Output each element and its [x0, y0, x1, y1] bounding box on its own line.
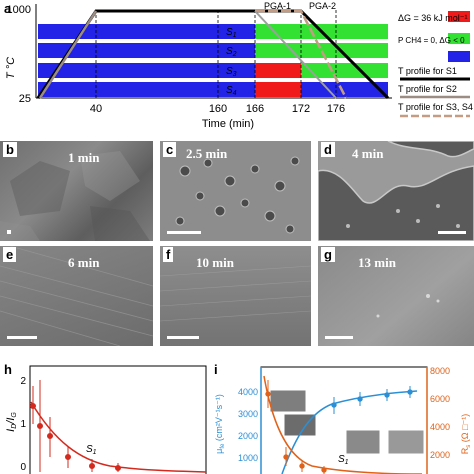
stripe-s2-blue [38, 43, 255, 58]
stripe-s1-blue [38, 24, 255, 39]
legend-line-s34-label: T profile for S3, S4 [398, 102, 473, 112]
panel-time-c: 2.5 min [186, 146, 228, 161]
y-tick-1000: 1000 [7, 4, 31, 16]
stripe-label-s1: S1 [226, 27, 237, 39]
panel-h-y-tick-0: 0 [20, 462, 26, 473]
panel-i-series-label: S1 [338, 454, 349, 466]
panel-i-letter: i [214, 362, 218, 377]
island-texture [175, 156, 300, 234]
panel-i-mobility-resistance-plot: i μfe (cm²V⁻¹s⁻¹) 4000 3000 2000 1000 80… [214, 362, 472, 474]
stripe-s2-green [255, 43, 388, 58]
panel-i-right-tick-2000: 2000 [430, 450, 450, 460]
panel-letter-f: f [163, 247, 174, 262]
panel-h-id-ig-plot: h ID/IG 2 1 0 S1 [4, 362, 207, 474]
legend-line-s2-label: T profile for S2 [398, 84, 457, 94]
stripe-s4-red [255, 82, 301, 97]
panel-letter-e: e [3, 247, 17, 262]
panel-time-g: 13 min [358, 255, 396, 270]
panel-i-inset-3 [345, 429, 381, 455]
panel-time-e: 6 min [68, 255, 100, 270]
panel-h-series-label: S1 [86, 444, 97, 456]
sem-panel-c: c 2.5 min [160, 141, 311, 241]
sem-panel-b: b 1 min [0, 141, 153, 241]
panel-i-inset-1 [269, 389, 307, 413]
stage-label-pga2: PGA-2 [309, 1, 336, 11]
coalesced-texture [318, 141, 474, 241]
panel-i-left-label: μfe (cm²V⁻¹s⁻¹) [214, 394, 226, 454]
panel-h-datapoints [30, 380, 121, 472]
panel-time-f: 10 min [196, 255, 234, 270]
stage-label-pga1: PGA-1 [264, 1, 291, 11]
x-tick-172: 172 [292, 103, 310, 115]
panel-letter-g: g [321, 247, 335, 262]
panel-i-mobility-points [331, 386, 413, 414]
sem-panel-e: e 6 min [0, 246, 153, 346]
legend-line-s1-label: T profile for S1 [398, 66, 457, 76]
grain-texture [0, 151, 150, 241]
panel-i-left-tick-3000: 3000 [238, 409, 258, 419]
panel-i-right-tick-8000: 8000 [430, 366, 450, 376]
stripe-s3-red [255, 63, 301, 78]
stripe-s4-blue [38, 82, 255, 97]
x-tick-166: 166 [246, 103, 264, 115]
panel-h-y-tick-1: 1 [20, 419, 26, 430]
panel-i-right-tick-6000: 6000 [430, 394, 450, 404]
legend-red-label: ΔG = 36 kJ mol⁻¹ [398, 13, 468, 23]
stripe-s4-blue-end [301, 82, 388, 97]
t-profile-s2 [38, 10, 98, 99]
legend-green-label: P CH4 = 0, ΔG < 0 [398, 36, 465, 45]
panel-i-right-tick-4000: 4000 [430, 422, 450, 432]
stripe-label-s2: S2 [226, 46, 237, 58]
x-tick-40: 40 [90, 103, 102, 115]
t-profile-s2b [254, 10, 337, 99]
panel-i-left-tick-4000: 4000 [238, 387, 258, 397]
ripple-texture [160, 265, 311, 322]
x-tick-160: 160 [209, 103, 227, 115]
stripe-label-s4: S4 [226, 85, 237, 97]
panel-i-inset-4 [387, 429, 425, 455]
sem-panel-f: f 10 min [160, 246, 311, 346]
panel-letter-d: d [321, 142, 335, 157]
y-tick-25: 25 [19, 93, 31, 105]
continuous-film-texture [376, 294, 440, 318]
panel-i-left-tick-2000: 2000 [238, 431, 258, 441]
panel-i-resistance-fit [263, 375, 423, 474]
scale-bar-c [167, 231, 201, 234]
panel-h-frame [29, 365, 207, 474]
x-axis-label: Time (min) [202, 118, 254, 130]
panel-a-letter: a [4, 1, 12, 16]
panel-letter-b: b [3, 142, 17, 157]
scale-bar-f [167, 336, 199, 339]
legend-blue-swatch [448, 51, 470, 62]
t-profile-s34 [255, 9, 348, 99]
scale-bar-b [7, 230, 11, 234]
y-axis-label-temperature: T °C [5, 57, 17, 79]
panel-i-right-label: Rs (Ω □⁻¹) [460, 414, 472, 454]
panel-h-y-label: ID/IG [5, 412, 18, 432]
panel-i-resistance-points [265, 380, 327, 474]
scale-bar-g [325, 336, 353, 339]
x-tick-176: 176 [327, 103, 345, 115]
sem-panel-g: g 13 min [318, 246, 474, 346]
panel-i-inset-2 [283, 413, 317, 437]
panel-h-y-tick-2: 2 [20, 376, 26, 387]
panel-a-growth-profile: a T °C 1000 25 S1 S2 S3 S4 PGA-1 PGA-2 4… [4, 1, 473, 130]
legend-red-swatch [448, 11, 470, 22]
stripe-label-s3: S3 [226, 66, 237, 78]
panel-h-letter: h [4, 362, 12, 377]
wrinkle-texture [0, 246, 153, 346]
stripe-s3-blue [38, 63, 255, 78]
panel-time-b: 1 min [68, 150, 100, 165]
sem-panel-d: d 4 min [318, 141, 474, 241]
legend-green-swatch [448, 33, 470, 44]
scale-bar-e [7, 336, 37, 339]
scale-bar-d [438, 231, 466, 234]
panel-letter-c: c [163, 142, 177, 157]
panel-i-left-tick-1000: 1000 [238, 453, 258, 463]
panel-time-d: 4 min [352, 146, 384, 161]
panel-h-fit-curve [30, 401, 207, 473]
